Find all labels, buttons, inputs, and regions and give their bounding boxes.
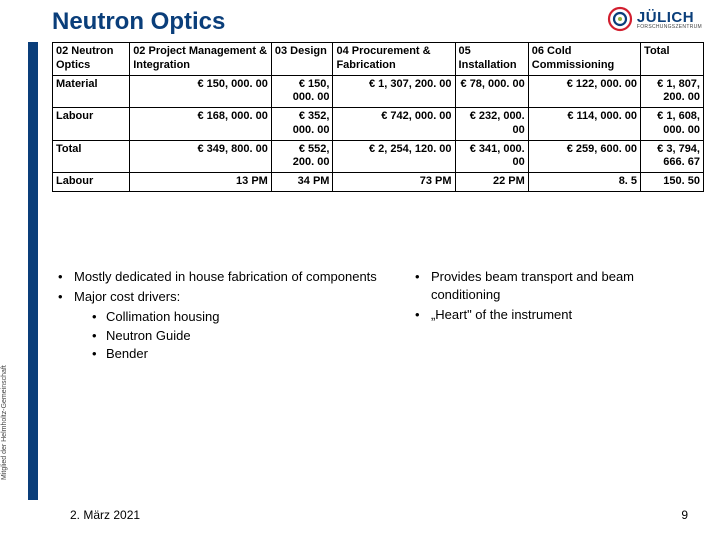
row-label: Labour xyxy=(53,108,130,141)
page-title: Neutron Optics xyxy=(52,8,225,36)
cell: € 150, 000. 00 xyxy=(271,75,333,108)
cost-table: 02 Neutron Optics 02 Project Management … xyxy=(52,42,704,192)
col-h0-label: 02 Neutron Optics xyxy=(56,45,113,71)
col-h4-label: 05 Installation xyxy=(459,45,517,71)
cell: 34 PM xyxy=(271,173,333,192)
cell: € 349, 800. 00 xyxy=(130,140,272,173)
logo-icon xyxy=(607,6,633,32)
cell: € 78, 000. 00 xyxy=(455,75,528,108)
slide: Mitglied der Helmholtz-Gemeinschaft Neut… xyxy=(0,0,720,540)
footer-date: 2. März 2021 xyxy=(70,508,140,522)
vertical-label: Mitglied der Helmholtz-Gemeinschaft xyxy=(1,365,8,480)
table-row: Labour€ 168, 000. 00€ 352, 000. 00€ 742,… xyxy=(53,108,704,141)
logo-text-wrap: JÜLICH FORSCHUNGSZENTRUM xyxy=(637,9,702,30)
col-h0: 02 Neutron Optics xyxy=(53,43,130,76)
col-h2: 03 Design xyxy=(271,43,333,76)
cell: € 150, 000. 00 xyxy=(130,75,272,108)
col-h5-label: 06 Cold Commissioning xyxy=(532,45,615,71)
bullet-item: Collimation housing xyxy=(58,308,395,326)
cell: € 114, 000. 00 xyxy=(528,108,640,141)
table-row: Total€ 349, 800. 00€ 552, 200. 00€ 2, 25… xyxy=(53,140,704,173)
bullet-item: Bender xyxy=(58,345,395,363)
table-header-row: 02 Neutron Optics 02 Project Management … xyxy=(53,43,704,76)
cell: 8. 5 xyxy=(528,173,640,192)
sidebar-stripe xyxy=(28,42,38,500)
col-h3-label: 04 Procurement & Fabrication xyxy=(336,45,430,71)
cell: € 552, 200. 00 xyxy=(271,140,333,173)
bullet-item: Mostly dedicated in house fabrication of… xyxy=(58,268,395,286)
col-h1-label: 02 Project Management & Integration xyxy=(133,45,267,71)
col-h4: 05 Installation xyxy=(455,43,528,76)
logo-text: JÜLICH xyxy=(637,9,702,26)
cell: € 259, 600. 00 xyxy=(528,140,640,173)
cell: € 1, 608, 000. 00 xyxy=(641,108,704,141)
col-h2-label: 03 Design xyxy=(275,45,327,57)
bullet-col-right: Provides beam transport and beam conditi… xyxy=(415,268,702,363)
col-h5: 06 Cold Commissioning xyxy=(528,43,640,76)
logo: JÜLICH FORSCHUNGSZENTRUM xyxy=(607,6,702,32)
cell: € 122, 000. 00 xyxy=(528,75,640,108)
cell: € 3, 794, 666. 67 xyxy=(641,140,704,173)
bullet-col-left: Mostly dedicated in house fabrication of… xyxy=(58,268,395,363)
cell: € 352, 000. 00 xyxy=(271,108,333,141)
cell: € 232, 000. 00 xyxy=(455,108,528,141)
cell: € 168, 000. 00 xyxy=(130,108,272,141)
cell: € 1, 807, 200. 00 xyxy=(641,75,704,108)
bullet-item: Neutron Guide xyxy=(58,327,395,345)
bullet-item: Major cost drivers: xyxy=(58,288,395,306)
bullet-item: „Heart" of the instrument xyxy=(415,306,702,324)
cell: 13 PM xyxy=(130,173,272,192)
logo-subline: FORSCHUNGSZENTRUM xyxy=(637,24,702,30)
col-h6-label: Total xyxy=(644,45,669,57)
cell: 22 PM xyxy=(455,173,528,192)
cell: 150. 50 xyxy=(641,173,704,192)
row-label: Labour xyxy=(53,173,130,192)
bullet-item: Provides beam transport and beam conditi… xyxy=(415,268,702,304)
cell: 73 PM xyxy=(333,173,455,192)
table-row: Material€ 150, 000. 00€ 150, 000. 00€ 1,… xyxy=(53,75,704,108)
cell: € 341, 000. 00 xyxy=(455,140,528,173)
col-h3: 04 Procurement & Fabrication xyxy=(333,43,455,76)
table-row: Labour13 PM34 PM73 PM22 PM8. 5150. 50 xyxy=(53,173,704,192)
col-h6: Total xyxy=(641,43,704,76)
cell: € 1, 307, 200. 00 xyxy=(333,75,455,108)
col-h1: 02 Project Management & Integration xyxy=(130,43,272,76)
bullets: Mostly dedicated in house fabrication of… xyxy=(58,268,702,363)
cell: € 742, 000. 00 xyxy=(333,108,455,141)
row-label: Total xyxy=(53,140,130,173)
content-area: Neutron Optics JÜLICH FORSCHUNGSZENTRUM … xyxy=(52,0,720,540)
cell: € 2, 254, 120. 00 xyxy=(333,140,455,173)
footer-page: 9 xyxy=(681,508,688,522)
row-label: Material xyxy=(53,75,130,108)
